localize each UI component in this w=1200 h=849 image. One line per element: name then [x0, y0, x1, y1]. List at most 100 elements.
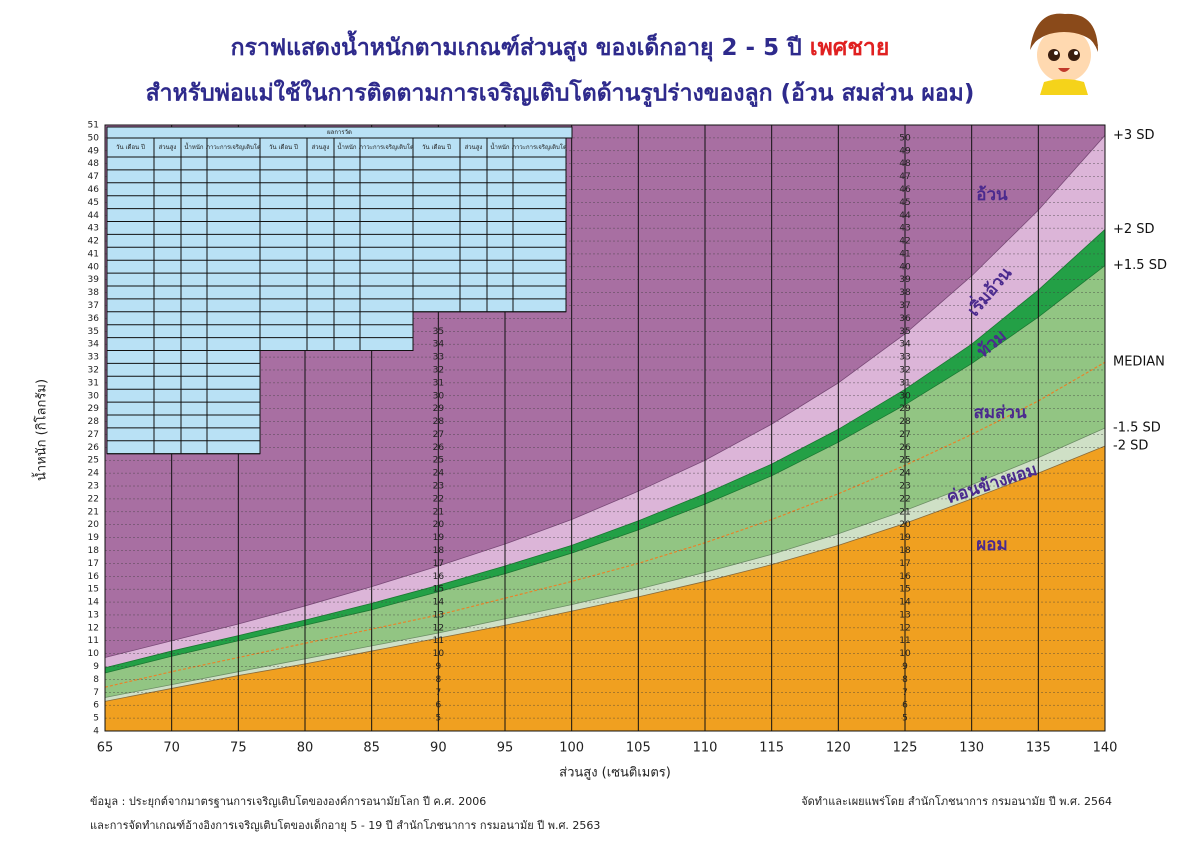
inner-tick-label: 37	[899, 301, 910, 311]
y-tick-label: 43	[88, 224, 99, 234]
sd-label: +2 SD	[1113, 222, 1155, 237]
x-tick-label: 65	[97, 741, 114, 756]
y-tick-label: 14	[88, 598, 100, 608]
y-tick-label: 38	[88, 288, 100, 298]
inner-tick-label: 35	[433, 327, 444, 337]
inner-tick-label: 30	[899, 391, 911, 401]
y-tick-label: 15	[88, 585, 99, 595]
inner-tick-label: 18	[899, 546, 911, 556]
y-tick-label: 37	[88, 301, 99, 311]
inner-tick-label: 5	[902, 714, 908, 724]
inner-tick-label: 23	[433, 482, 444, 492]
inner-tick-label: 24	[899, 469, 911, 479]
table-column-header: ภาวะการเจริญเติบโต	[359, 143, 414, 151]
inner-tick-label: 6	[902, 701, 908, 711]
inner-tick-label: 12	[433, 623, 444, 633]
inner-tick-label: 27	[433, 430, 444, 440]
x-tick-label: 130	[959, 741, 984, 756]
table-column-header: ภาวะการเจริญเติบโต	[512, 143, 567, 151]
inner-tick-label: 41	[899, 249, 910, 259]
table-column-header: ส่วนสูง	[312, 144, 330, 151]
x-tick-label: 85	[363, 741, 380, 756]
y-tick-label: 31	[88, 378, 99, 388]
inner-tick-label: 16	[899, 572, 911, 582]
inner-tick-label: 6	[435, 701, 441, 711]
y-tick-label: 45	[88, 198, 99, 208]
x-tick-label: 115	[759, 741, 784, 756]
y-tick-label: 35	[88, 327, 99, 337]
y-tick-label: 17	[88, 559, 99, 569]
y-tick-label: 51	[88, 121, 99, 131]
inner-tick-label: 17	[433, 559, 444, 569]
inner-tick-label: 19	[899, 533, 911, 543]
inner-tick-label: 29	[899, 404, 911, 414]
y-tick-label: 13	[88, 610, 99, 620]
y-tick-label: 44	[88, 211, 100, 221]
table-column-header: น้ำหนัก	[184, 141, 204, 151]
sd-label: -1.5 SD	[1113, 421, 1161, 436]
inner-tick-label: 29	[433, 404, 445, 414]
inner-tick-label: 21	[899, 507, 910, 517]
inner-tick-label: 7	[902, 688, 908, 698]
y-tick-label: 20	[88, 520, 100, 530]
inner-tick-label: 39	[899, 275, 911, 285]
inner-tick-label: 49	[899, 146, 911, 156]
sd-label: -2 SD	[1113, 439, 1148, 454]
x-tick-label: 140	[1093, 741, 1118, 756]
inner-tick-label: 30	[433, 391, 445, 401]
sd-line	[104, 445, 1106, 702]
y-tick-label: 5	[93, 714, 99, 724]
inner-tick-label: 8	[435, 675, 441, 685]
inner-tick-label: 20	[433, 520, 445, 530]
inner-tick-label: 24	[433, 469, 445, 479]
inner-tick-label: 31	[433, 378, 444, 388]
footnote: และการจัดทำเกณฑ์อ้างอิงการเจริญเติบโตของ…	[90, 818, 600, 832]
inner-tick-label: 26	[433, 443, 445, 453]
inner-tick-label: 14	[433, 598, 445, 608]
inner-tick-label: 17	[899, 559, 910, 569]
y-tick-label: 48	[88, 159, 100, 169]
inner-tick-label: 13	[433, 610, 444, 620]
inner-tick-label: 5	[435, 714, 441, 724]
inner-tick-label: 11	[899, 636, 910, 646]
x-tick-label: 135	[1026, 741, 1051, 756]
table-column-header: น้ำหนัก	[337, 141, 357, 151]
inner-tick-label: 12	[899, 623, 910, 633]
y-tick-label: 7	[93, 688, 99, 698]
table-column-header: ภาวะการเจริญเติบโต	[206, 143, 261, 151]
table-title: ผลการวัด	[327, 129, 352, 136]
y-tick-label: 50	[88, 133, 100, 143]
y-tick-label: 21	[88, 507, 99, 517]
y-tick-label: 12	[88, 623, 99, 633]
inner-tick-label: 13	[899, 610, 910, 620]
x-tick-label: 105	[626, 741, 651, 756]
x-tick-label: 70	[163, 741, 180, 756]
table-block	[259, 137, 414, 351]
table-column-header: วัน เดือน ปี	[269, 143, 298, 151]
inner-tick-label: 38	[899, 288, 911, 298]
y-tick-label: 32	[88, 365, 99, 375]
chart-subtitle: สำหรับพ่อแม่ใช้ในการติดตามการเจริญเติบโต…	[146, 79, 975, 108]
title-main: กราฟแสดงน้ำหนักตามเกณฑ์ส่วนสูง ของเด็กอา…	[231, 30, 802, 62]
x-tick-label: 100	[559, 741, 584, 756]
table-column-header: ส่วนสูง	[465, 144, 483, 151]
title-highlight: เพศชาย	[810, 35, 890, 61]
x-tick-label: 120	[826, 741, 851, 756]
inner-tick-label: 14	[899, 598, 911, 608]
sd-label: +3 SD	[1113, 128, 1155, 143]
y-tick-label: 30	[88, 391, 100, 401]
zone-label: อ้วน	[976, 185, 1008, 205]
table-column-header: ส่วนสูง	[159, 144, 177, 151]
table-block	[412, 137, 567, 313]
inner-tick-label: 33	[899, 353, 910, 363]
y-tick-label: 11	[88, 636, 99, 646]
inner-tick-label: 8	[902, 675, 908, 685]
y-tick-label: 29	[88, 404, 100, 414]
inner-tick-label: 11	[433, 636, 444, 646]
y-tick-label: 27	[88, 430, 99, 440]
table-column-header: น้ำหนัก	[490, 141, 510, 151]
y-tick-label: 26	[88, 443, 100, 453]
inner-tick-label: 15	[899, 585, 910, 595]
sd-line	[104, 361, 1106, 688]
y-tick-label: 8	[93, 675, 99, 685]
